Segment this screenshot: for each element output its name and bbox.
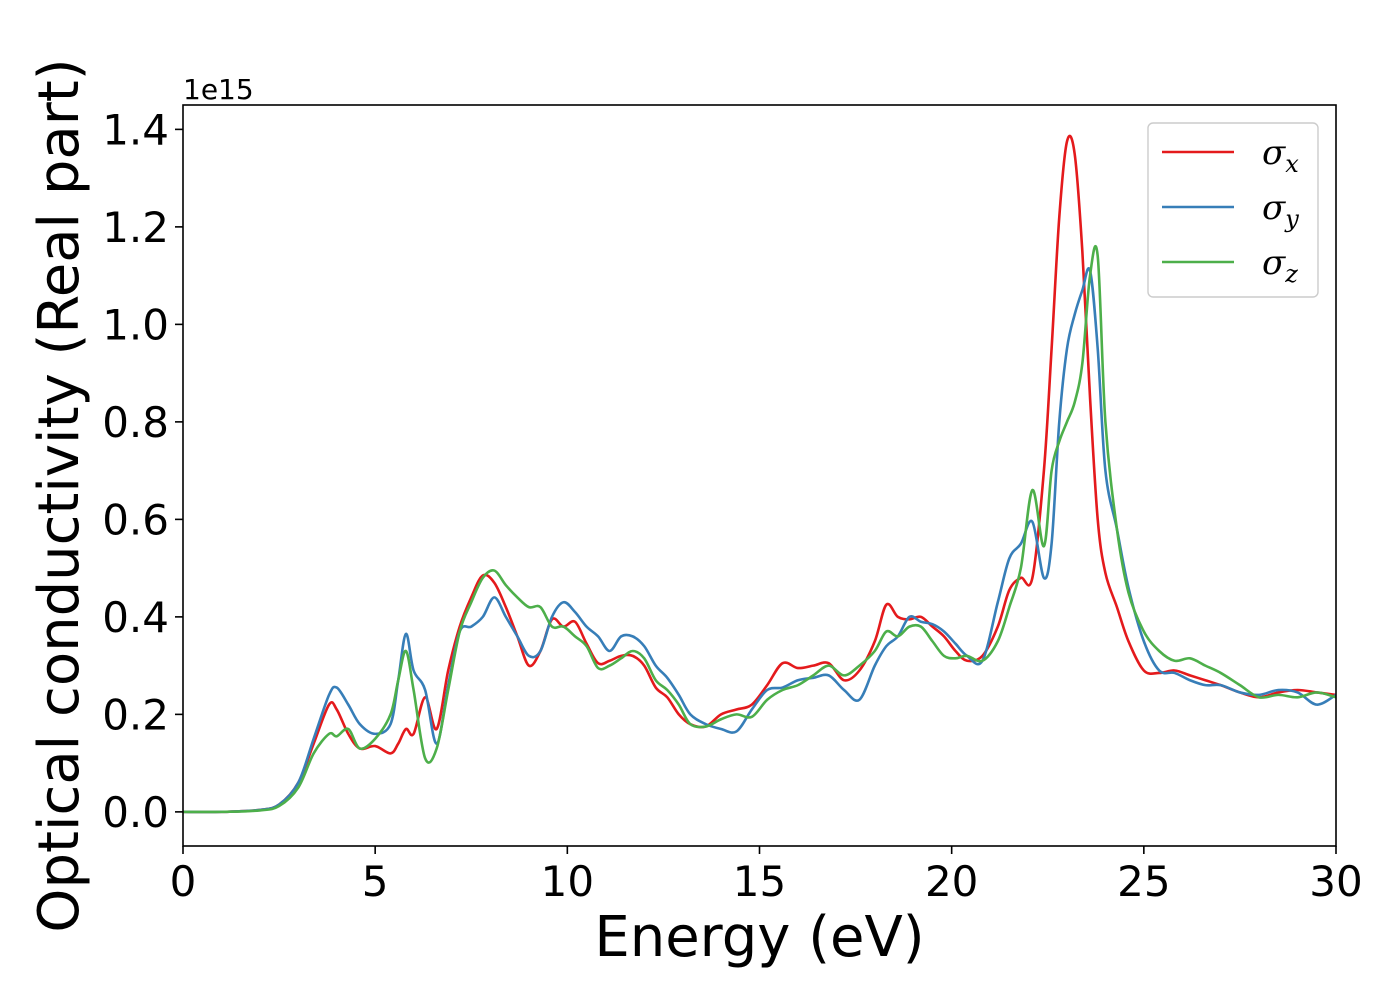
x-tick-label: 10 — [541, 857, 594, 906]
y-axis-ticks: 0.0 0.2 0.4 0.6 0.8 1.0 1.2 1.4 — [102, 105, 183, 837]
y-axis-label: Optical conductivity (Real part) — [27, 58, 92, 932]
x-tick-label: 20 — [925, 857, 978, 906]
x-tick-label: 15 — [733, 857, 786, 906]
x-tick-label: 30 — [1309, 857, 1362, 906]
y-tick-label: 0.0 — [102, 788, 169, 837]
legend-box — [1147, 122, 1319, 298]
x-axis-ticks: 0 5 10 15 20 25 30 — [170, 846, 1363, 906]
series-line-x — [183, 134, 1336, 814]
x-tick-label: 5 — [362, 857, 389, 906]
y-tick-label: 0.2 — [102, 690, 169, 739]
series-line-y — [183, 267, 1336, 814]
x-axis-label: Energy (eV) — [594, 905, 924, 970]
x-tick-label: 25 — [1117, 857, 1170, 906]
y-tick-label: 1.2 — [102, 203, 169, 252]
y-tick-label: 0.8 — [102, 398, 169, 447]
y-tick-label: 0.4 — [102, 593, 169, 642]
y-tick-label: 0.6 — [102, 495, 169, 544]
y-offset-label: 1e15 — [183, 73, 254, 106]
legend-label-y: σy — [1262, 188, 1299, 233]
legend: σx σy σz — [1147, 122, 1319, 298]
x-tick-label: 0 — [170, 857, 197, 906]
y-tick-label: 1.0 — [102, 300, 169, 349]
series-layer — [183, 134, 1336, 814]
legend-label-x: σx — [1262, 133, 1299, 178]
y-tick-label: 1.4 — [102, 105, 169, 154]
legend-label-z: σz — [1262, 243, 1298, 288]
series-line-z — [183, 245, 1336, 814]
